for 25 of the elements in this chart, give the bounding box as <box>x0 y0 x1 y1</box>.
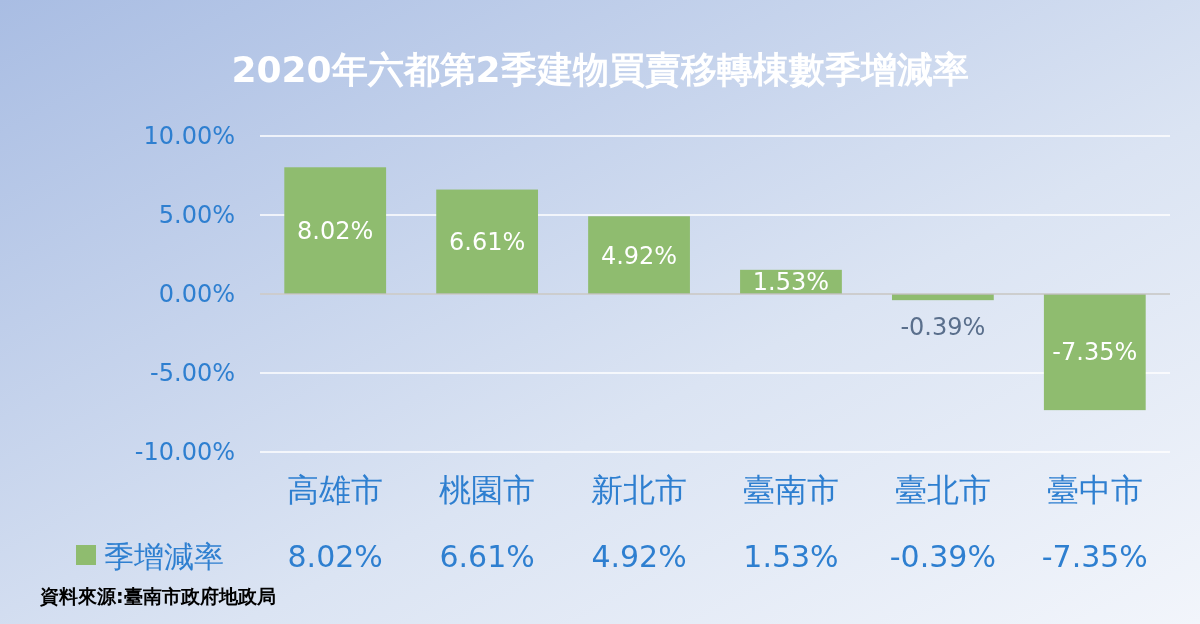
data-label: -0.39% <box>889 538 996 574</box>
x-tick-label: 臺中市 <box>1046 471 1143 510</box>
data-label: 6.61% <box>439 538 535 574</box>
x-tick-label: 高雄市 <box>287 471 384 510</box>
x-tick-label: 臺南市 <box>742 471 839 510</box>
text: 4.92% <box>600 241 678 270</box>
text: -0.39% <box>900 312 986 341</box>
data-label: -7.35% <box>1041 538 1148 574</box>
data-label: 1.53% <box>743 538 839 574</box>
source-note: 資料來源:臺南市政府地政局 <box>39 584 276 607</box>
x-tick-label: 新北市 <box>591 471 688 510</box>
data-label: 8.02% <box>287 538 383 574</box>
text: 6.61% <box>449 228 526 257</box>
y-tick-label: -10.00% <box>134 438 235 467</box>
x-tick-label: 桃園市 <box>439 471 536 510</box>
text: 1.53% <box>752 268 830 297</box>
y-tick-label: 0.00% <box>158 280 235 309</box>
x-tick-label: 臺北市 <box>894 471 991 510</box>
y-tick-label: 10.00% <box>143 122 235 151</box>
y-tick-label: -5.00% <box>150 359 235 388</box>
legend-label: 季增減率 <box>104 538 224 574</box>
data-label: 4.92% <box>591 538 687 574</box>
y-tick-label: 5.00% <box>158 201 235 230</box>
text: 8.02% <box>297 217 374 246</box>
text: -7.35% <box>1052 338 1138 367</box>
